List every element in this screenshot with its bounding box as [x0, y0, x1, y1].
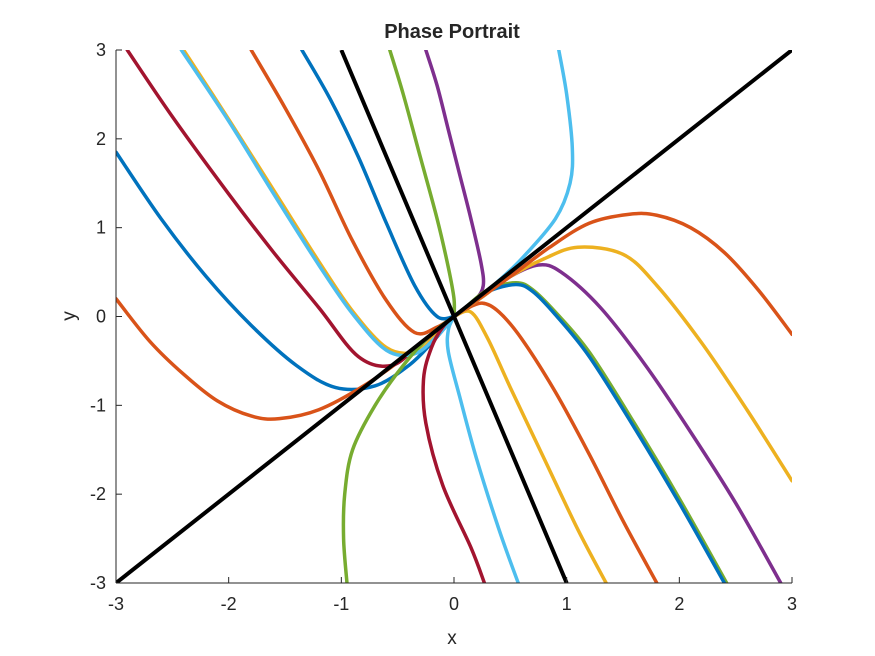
trajectory-14 — [452, 309, 608, 583]
trajectory-8 — [388, 50, 457, 319]
x-tick-label: 1 — [562, 594, 572, 614]
eigenvector-lines — [116, 50, 792, 583]
plot-area — [116, 50, 792, 583]
x-tick-label: -2 — [221, 594, 237, 614]
trajectory-13 — [445, 314, 520, 583]
x-tick-label: 2 — [674, 594, 684, 614]
trajectory-1 — [116, 150, 456, 392]
x-tick-label: 0 — [449, 594, 459, 614]
x-axis-ticks: -3 -2 -1 0 1 2 3 — [108, 577, 797, 614]
y-tick-label: -3 — [90, 573, 106, 593]
x-tick-label: -3 — [108, 594, 124, 614]
y-tick-label: 2 — [96, 129, 106, 149]
y-tick-label: 0 — [96, 307, 106, 327]
eigenvector-line-2 — [339, 50, 569, 583]
y-axis-label: y — [59, 311, 80, 321]
trajectory-6 — [249, 50, 456, 336]
x-tick-label: 3 — [787, 594, 797, 614]
trajectory-5 — [179, 50, 456, 358]
y-tick-label: -2 — [90, 484, 106, 504]
x-tick-label: -1 — [333, 594, 349, 614]
trajectory-12 — [421, 314, 487, 583]
trajectory-20 — [452, 211, 792, 337]
y-tick-label: 3 — [96, 40, 106, 60]
trajectory-7 — [300, 50, 456, 321]
x-axis-label: x — [447, 628, 457, 649]
y-tick-label: -1 — [90, 395, 106, 415]
y-tick-label: 1 — [96, 218, 106, 238]
chart-title: Phase Portrait — [384, 21, 520, 43]
y-axis-ticks: -3 -2 -1 0 1 2 3 — [90, 40, 122, 593]
